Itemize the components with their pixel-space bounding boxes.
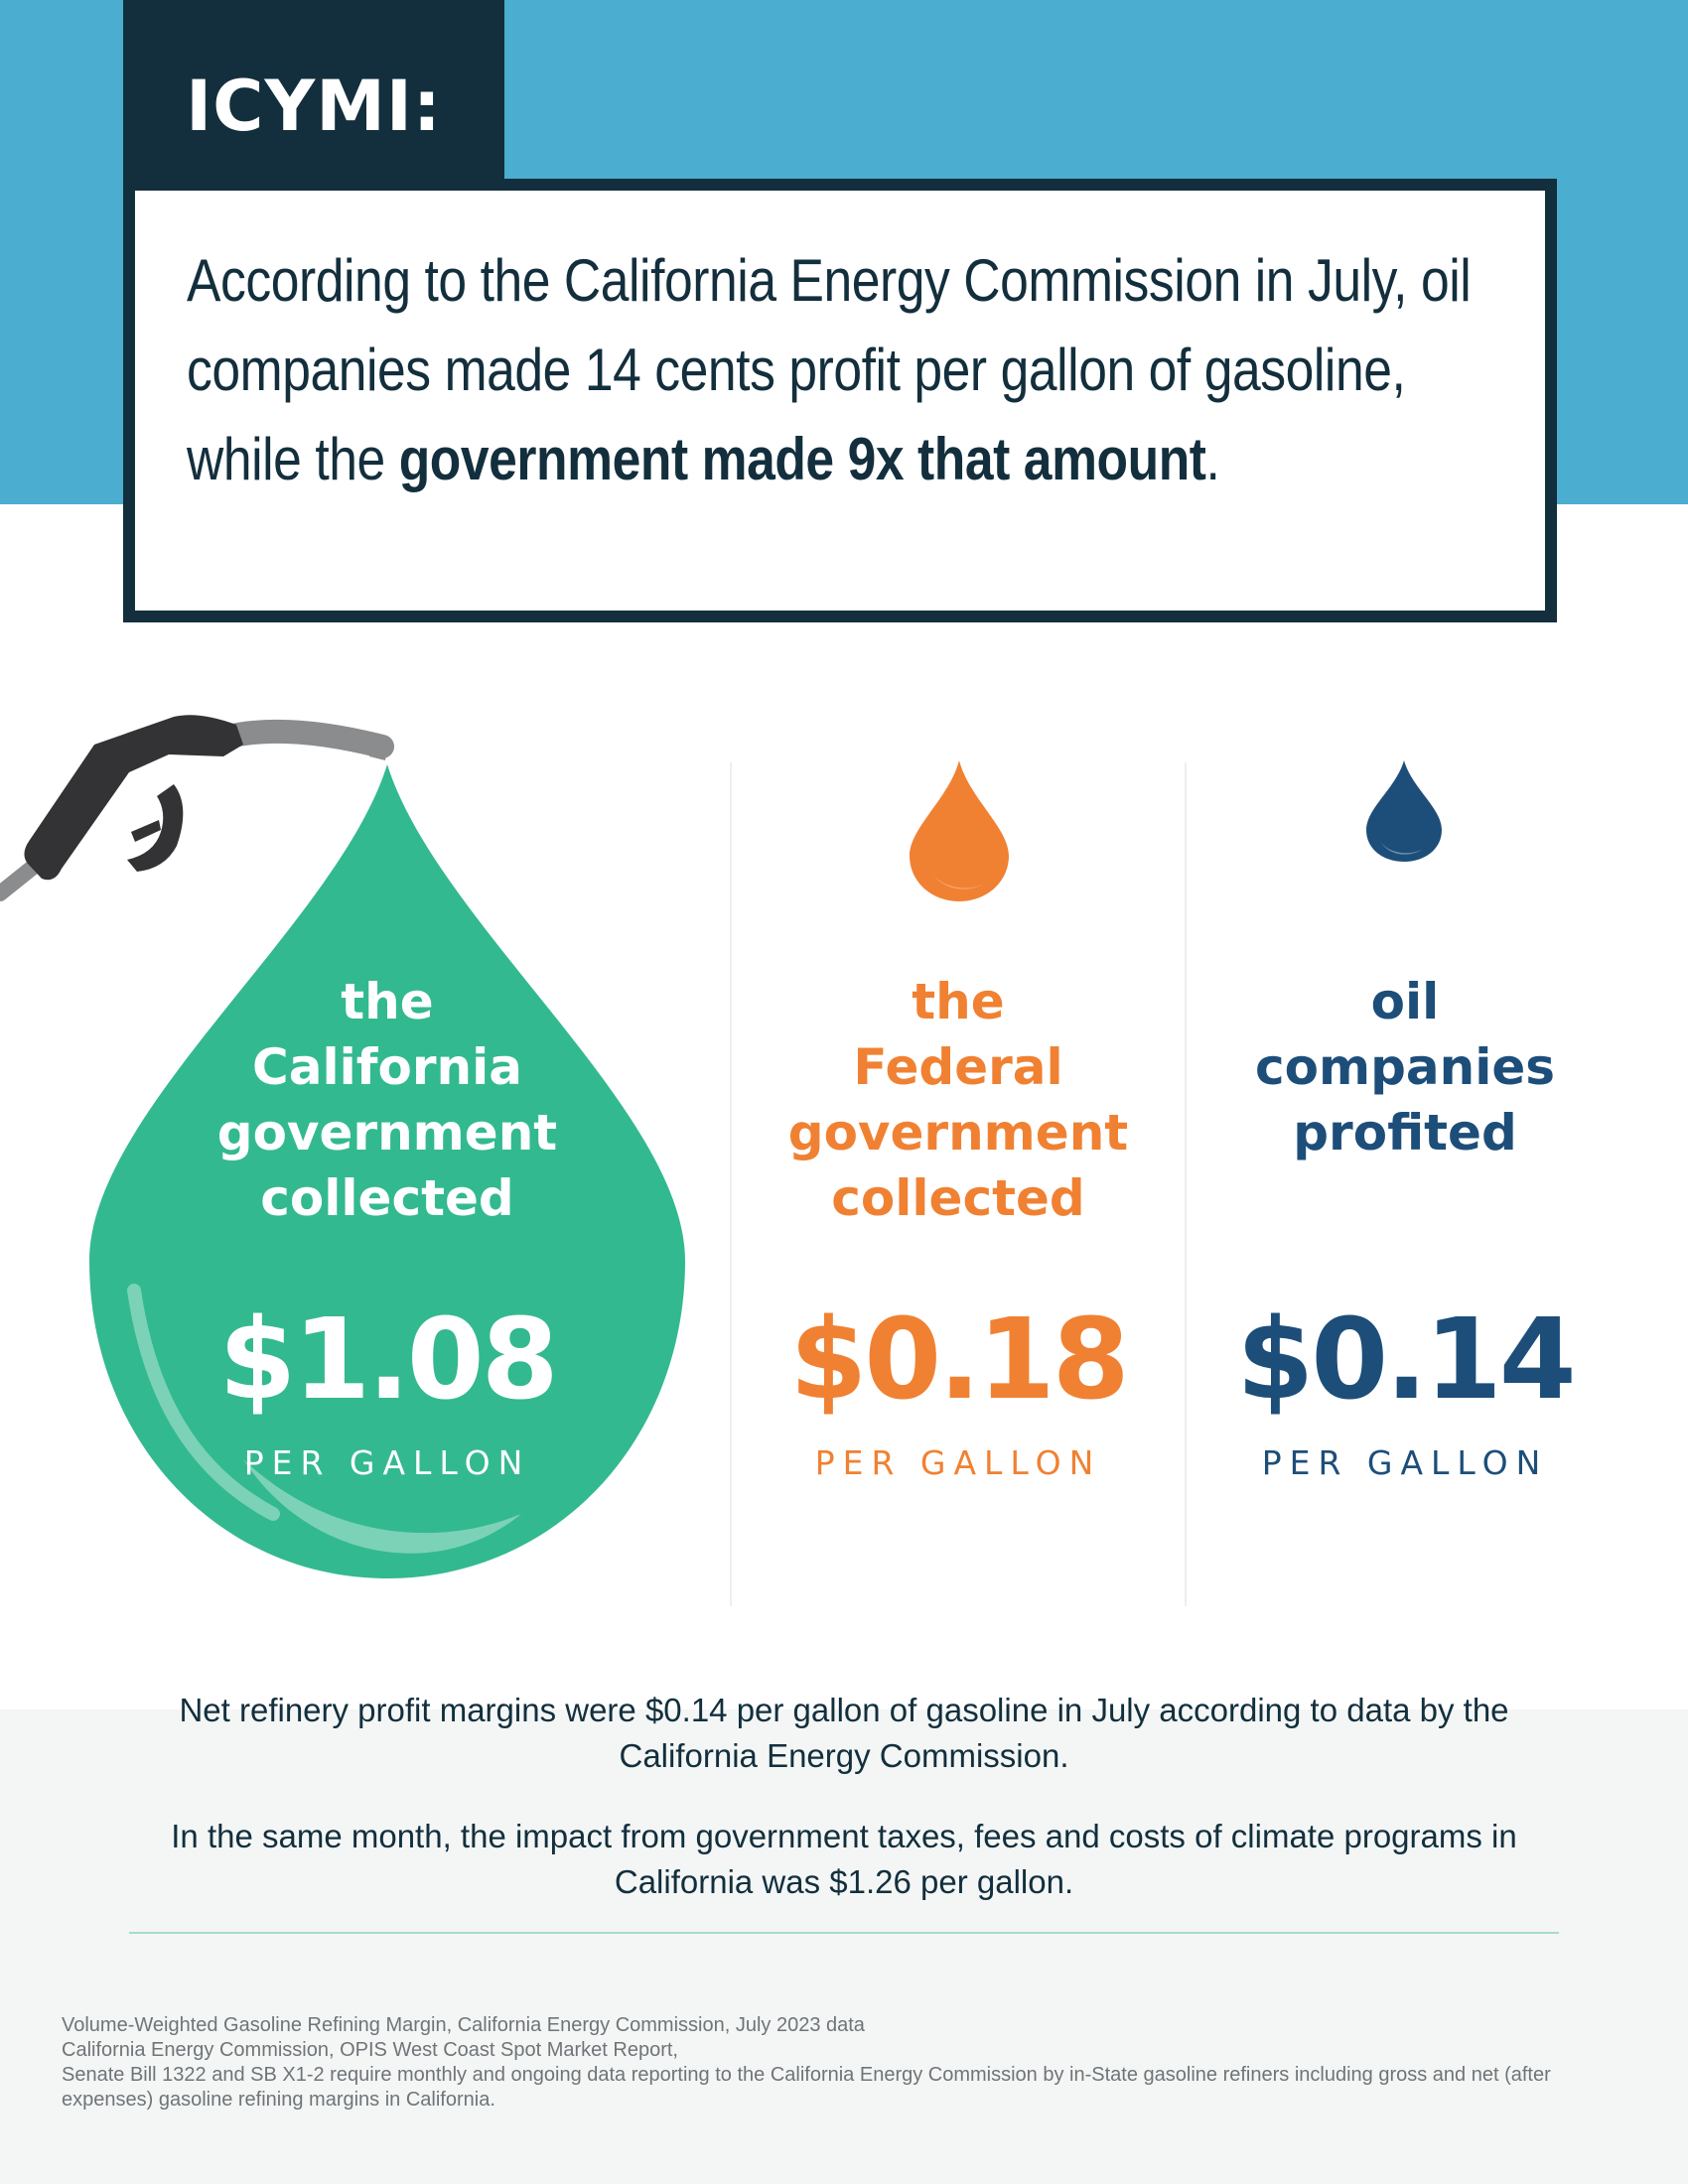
- icymi-text: ICYMI:: [186, 66, 442, 147]
- california-label-line: government: [216, 1104, 558, 1161]
- federal-unit: PER GALLON: [814, 1443, 1102, 1482]
- headline: According to the California Energy Commi…: [187, 236, 1501, 504]
- california-amount: $1.08: [218, 1296, 558, 1425]
- column-divider-1: [730, 762, 732, 1606]
- federal-label-line: government: [787, 1104, 1129, 1161]
- column-divider-2: [1185, 762, 1187, 1606]
- oil-label-line: profited: [1293, 1104, 1517, 1161]
- federal-label: the Federal government collected: [715, 969, 1201, 1231]
- california-label-line: the: [341, 973, 434, 1030]
- oil-label-line: oil: [1370, 973, 1440, 1030]
- california-label: the California government collected: [139, 969, 635, 1231]
- federal-label-line: Federal: [853, 1038, 1063, 1096]
- icymi-tag: ICYMI:: [123, 0, 504, 191]
- blue-drop-icon: [1366, 760, 1442, 862]
- headline-plain: According to the California Energy Commi…: [187, 247, 1472, 492]
- headline-end: .: [1205, 426, 1220, 492]
- source-line: Senate Bill 1322 and SB X1-2 require mon…: [62, 2064, 1551, 2111]
- government-paragraph: In the same month, the impact from gover…: [171, 1818, 1517, 1900]
- federal-label-line: collected: [831, 1169, 1085, 1227]
- gas-pump-nozzle-icon: [0, 715, 394, 901]
- bottom-band: [0, 1709, 1688, 2184]
- oil-label-line: companies: [1254, 1038, 1556, 1096]
- divider-line: [129, 1932, 1559, 1934]
- green-drop-icon: [89, 764, 685, 1578]
- source-line: Volume-Weighted Gasoline Refining Margin…: [62, 2014, 865, 2036]
- oil-amount: $0.14: [1236, 1296, 1576, 1425]
- refinery-paragraph: Net refinery profit margins were $0.14 p…: [179, 1692, 1509, 1774]
- sources: Volume-Weighted Gasoline Refining Margin…: [62, 2013, 1611, 2113]
- california-unit: PER GALLON: [243, 1443, 531, 1482]
- oil-unit: PER GALLON: [1261, 1443, 1549, 1482]
- headline-bold: government made 9x that amount: [398, 426, 1206, 492]
- source-line: California Energy Commission, OPIS West …: [62, 2039, 678, 2061]
- federal-amount: $0.18: [789, 1296, 1129, 1425]
- orange-drop-icon: [910, 760, 1009, 901]
- california-label-line: collected: [260, 1169, 514, 1227]
- california-label-line: California: [252, 1038, 522, 1096]
- headline-box: According to the California Energy Commi…: [123, 179, 1557, 622]
- oil-label: oil companies profited: [1182, 969, 1628, 1165]
- federal-label-line: the: [912, 973, 1005, 1030]
